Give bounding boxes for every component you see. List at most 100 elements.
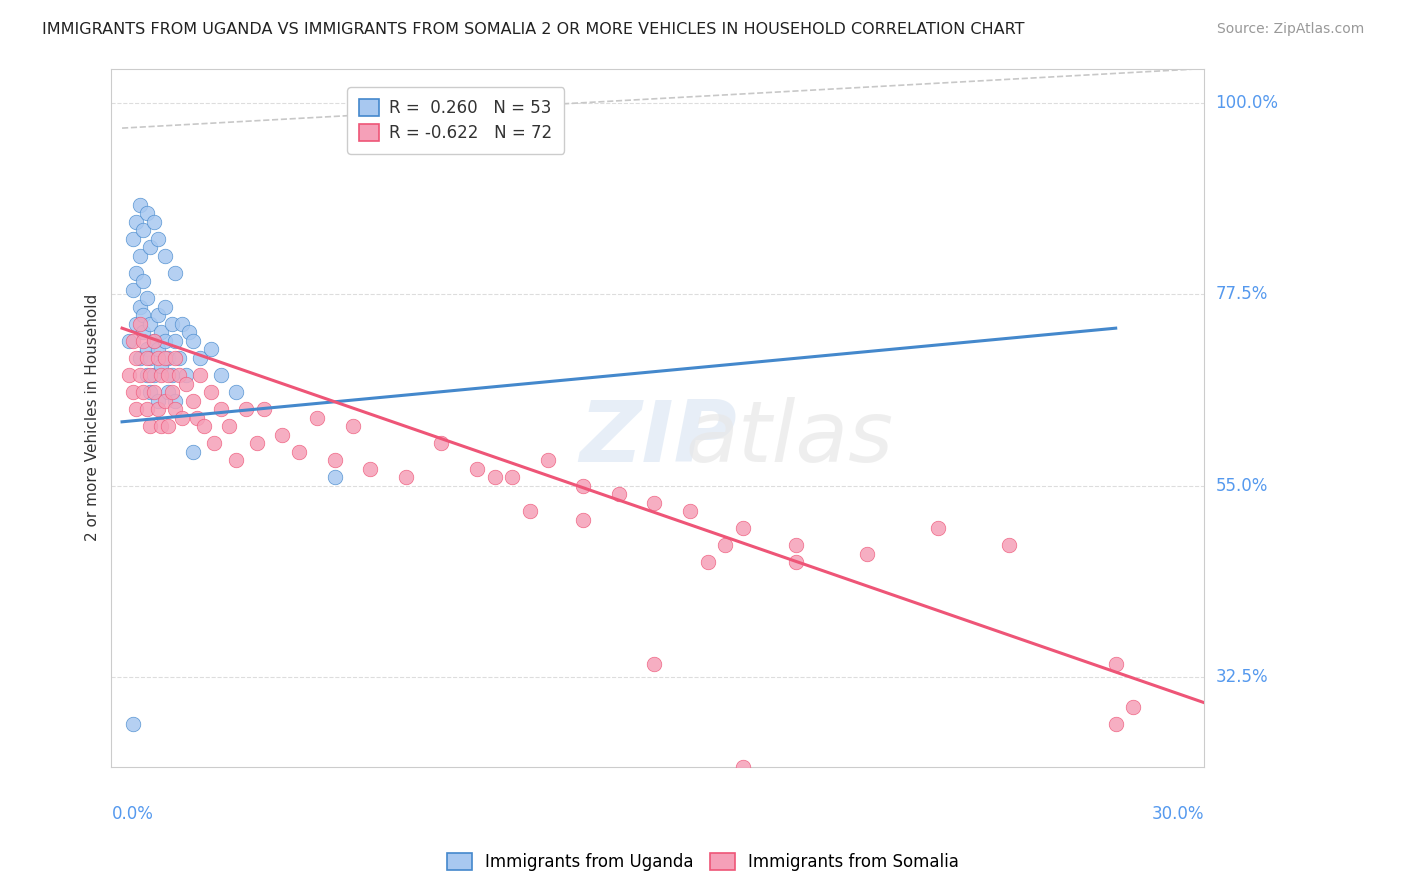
Point (153, 334, 176, 348)
Point (572, 478, 595, 492)
Point (179, 326, 201, 340)
Point (128, 249, 150, 263)
Point (209, 402, 232, 417)
Point (733, 759, 755, 773)
Point (288, 444, 311, 458)
Point (323, 470, 346, 484)
Point (135, 368, 157, 382)
Point (139, 368, 162, 382)
Point (218, 419, 240, 434)
Point (537, 453, 560, 467)
Point (165, 334, 187, 348)
Point (146, 232, 169, 246)
Text: -0.622: -0.622 (432, 124, 485, 142)
Point (118, 368, 141, 382)
Y-axis label: 2 or more Vehicles in Household: 2 or more Vehicles in Household (86, 294, 100, 541)
Point (125, 402, 148, 417)
Point (146, 393, 169, 408)
Point (323, 453, 346, 467)
Point (607, 487, 630, 501)
Point (128, 368, 150, 382)
Point (139, 317, 162, 331)
Point (157, 419, 180, 434)
Point (125, 215, 148, 229)
Point (135, 343, 157, 357)
Point (714, 538, 737, 552)
Point (143, 384, 166, 399)
Point (160, 317, 183, 331)
Point (209, 368, 232, 382)
Point (165, 393, 187, 408)
Point (484, 470, 506, 484)
Point (128, 198, 150, 212)
Point (188, 351, 211, 365)
Point (157, 351, 180, 365)
Point (143, 334, 166, 348)
Point (153, 351, 176, 365)
Point (132, 274, 155, 288)
Point (146, 343, 169, 357)
Point (167, 351, 190, 365)
Point (128, 351, 150, 365)
Text: 100.0%: 100.0% (1216, 94, 1278, 112)
Text: 72: 72 (524, 124, 546, 142)
Text: 0.0%: 0.0% (111, 805, 153, 823)
Point (733, 521, 755, 535)
Point (135, 291, 157, 305)
Point (172, 410, 194, 425)
Text: 55.0%: 55.0% (1216, 476, 1268, 495)
Point (132, 384, 155, 399)
Point (132, 223, 155, 237)
Point (132, 309, 155, 323)
Point (342, 419, 364, 434)
Point (225, 453, 247, 467)
Point (128, 317, 150, 331)
Legend: R =  0.260   N = 53, R = -0.622   N = 72: R = 0.260 N = 53, R = -0.622 N = 72 (347, 87, 564, 153)
Point (139, 240, 162, 254)
Point (135, 402, 157, 417)
Point (157, 368, 180, 382)
Point (150, 419, 173, 434)
Point (128, 300, 150, 314)
Point (150, 326, 173, 340)
Point (679, 504, 702, 518)
Point (181, 444, 204, 458)
Text: 77.5%: 77.5% (1216, 285, 1268, 303)
Point (157, 384, 180, 399)
Point (125, 266, 148, 280)
Point (181, 393, 204, 408)
Point (143, 368, 166, 382)
Point (188, 368, 211, 382)
Point (1122, 700, 1144, 714)
Point (121, 717, 143, 731)
Point (246, 436, 269, 450)
Point (118, 334, 141, 348)
Point (135, 351, 157, 365)
Point (153, 300, 176, 314)
Text: atlas: atlas (685, 397, 893, 480)
Point (856, 547, 879, 561)
Point (165, 266, 187, 280)
Point (307, 410, 329, 425)
Point (696, 555, 718, 569)
Text: ZIP: ZIP (579, 397, 737, 480)
Point (174, 376, 197, 391)
Point (359, 461, 381, 475)
Point (146, 402, 169, 417)
Point (998, 538, 1021, 552)
Point (643, 657, 665, 672)
Point (395, 470, 418, 484)
Text: 32.5%: 32.5% (1216, 668, 1268, 686)
Point (174, 368, 197, 382)
Point (572, 513, 595, 527)
Point (785, 555, 807, 569)
Point (153, 249, 176, 263)
Text: IMMIGRANTS FROM UGANDA VS IMMIGRANTS FROM SOMALIA 2 OR MORE VEHICLES IN HOUSEHOL: IMMIGRANTS FROM UGANDA VS IMMIGRANTS FRO… (42, 22, 1025, 37)
Point (165, 351, 187, 365)
Point (121, 384, 143, 399)
Point (519, 504, 541, 518)
Point (165, 402, 187, 417)
Point (121, 283, 143, 297)
Point (200, 384, 222, 399)
Point (200, 343, 222, 357)
